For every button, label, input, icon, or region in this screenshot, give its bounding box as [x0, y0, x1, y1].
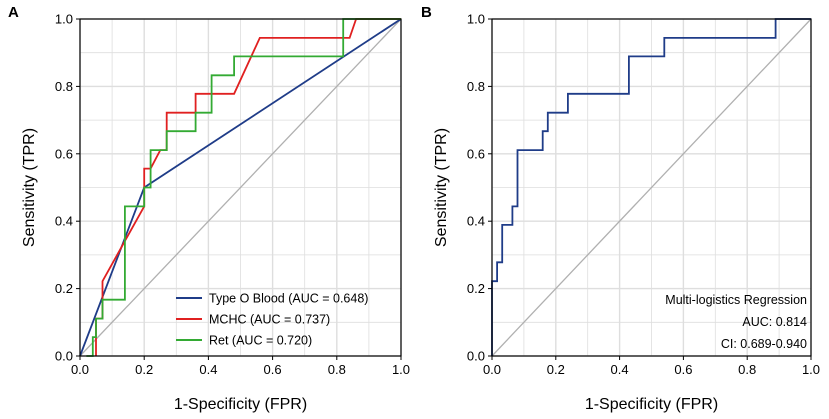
x-tick-label: 0.8	[738, 362, 756, 377]
legend-entry-1: Type O Blood (AUC = 0.648)	[209, 292, 368, 306]
y-axis-label: Sensitivity (TPR)	[433, 128, 450, 247]
x-axis-label: 1-Specificity (FPR)	[585, 396, 718, 413]
plot-frame	[491, 18, 812, 357]
y-tick-label: 0.2	[55, 281, 73, 296]
panel-label: A	[8, 4, 19, 21]
y-tick-label: 0.0	[55, 349, 73, 364]
legend-entry-2: MCHC (AUC = 0.737)	[209, 313, 330, 327]
x-tick-label: 0.4	[199, 362, 217, 377]
y-tick-label: 0.6	[55, 146, 73, 161]
x-tick-label: 0.2	[547, 362, 565, 377]
x-tick-label: 1.0	[392, 362, 410, 377]
y-tick-label: 0.2	[467, 281, 485, 296]
x-axis-label: 1-Specificity (FPR)	[174, 396, 307, 413]
y-tick-label: 0.6	[467, 146, 485, 161]
annotation-3: CI: 0.689-0.940	[721, 337, 807, 351]
x-tick-label: 0.8	[328, 362, 346, 377]
y-tick-label: 0.4	[55, 214, 73, 229]
x-tick-label: 0.0	[71, 362, 89, 377]
annotation-1: Multi-logistics Regression	[665, 293, 807, 307]
x-tick-label: 0.4	[611, 362, 629, 377]
panel-a: A 0.0 0.2 0.4 0.6 0.8 1.0 0.0 0.2 0.4 0.6 0.8 1.0 1-S…	[8, 4, 410, 413]
x-tick-label: 0.6	[674, 362, 692, 377]
y-tick-label: 1.0	[55, 12, 73, 27]
reference-diagonal	[79, 18, 402, 357]
annotation-2: AUC: 0.814	[742, 315, 807, 329]
series-line-1	[491, 18, 811, 356]
panel-label: B	[421, 4, 432, 21]
y-tick-label: 0.4	[467, 214, 485, 229]
plot-frame	[79, 18, 402, 357]
y-tick-label: 1.0	[467, 12, 485, 27]
y-tick-label: 0.8	[467, 79, 485, 94]
y-axis-label: Sensitivity (TPR)	[21, 128, 38, 247]
x-tick-label: 0.6	[264, 362, 282, 377]
x-tick-label: 1.0	[802, 362, 820, 377]
legend-entry-3: Ret (AUC = 0.720)	[209, 334, 312, 348]
series-line-3	[86, 18, 401, 357]
panel-b: B 0.0 0.2 0.4 0.6 0.8 1.0 0.0 0.2 0.4 0.6 0.8 1.0 1-S…	[421, 4, 820, 413]
x-tick-label: 0.2	[135, 362, 153, 377]
x-tick-label: 0.0	[483, 362, 501, 377]
reference-diagonal	[491, 18, 812, 357]
y-tick-label: 0.0	[467, 349, 485, 364]
y-tick-label: 0.8	[55, 79, 73, 94]
